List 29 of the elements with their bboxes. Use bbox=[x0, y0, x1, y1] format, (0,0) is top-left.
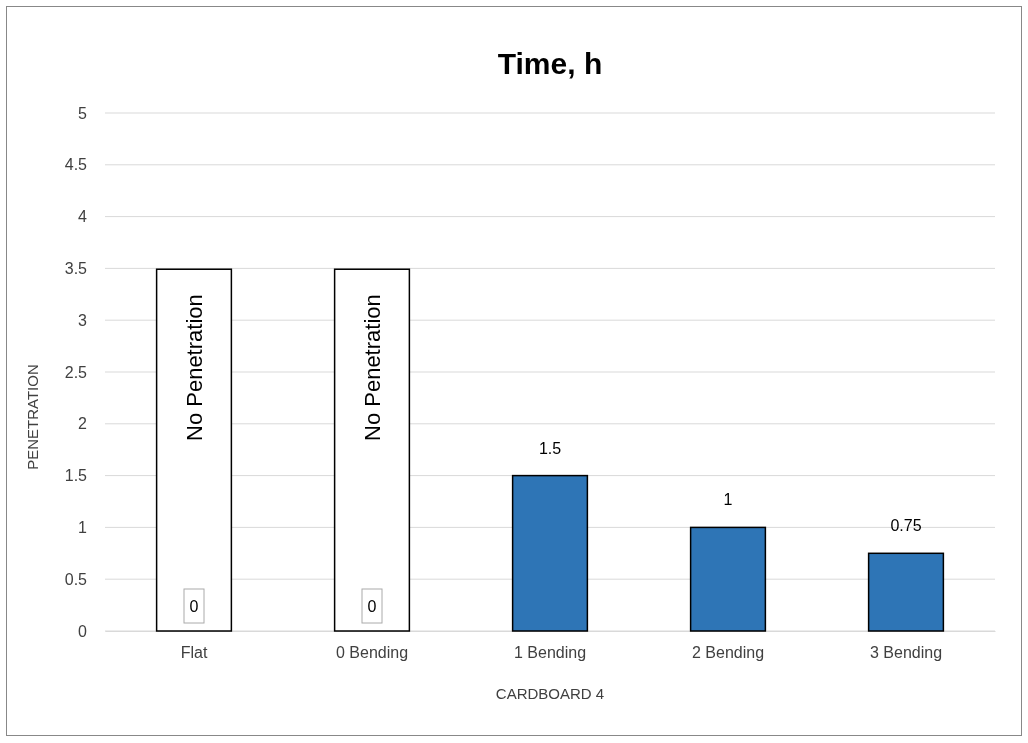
y-tick-label: 4 bbox=[78, 208, 88, 226]
bar bbox=[511, 474, 589, 632]
x-tick-label: Flat bbox=[180, 644, 208, 662]
x-tick-label: 1 Bending bbox=[513, 644, 587, 662]
data-label: 0.75 bbox=[890, 517, 922, 535]
x-tick-label: 0 Bending bbox=[335, 644, 409, 662]
y-tick-label: 5 bbox=[78, 104, 88, 122]
data-label: 1 bbox=[723, 491, 733, 509]
y-tick-label: 3 bbox=[78, 311, 88, 329]
data-label: 0 bbox=[367, 598, 377, 615]
y-tick-label: 0 bbox=[78, 622, 88, 640]
data-label: 1.5 bbox=[538, 439, 562, 457]
x-tick-label: 2 Bending bbox=[691, 644, 765, 662]
y-tick-label: 3.5 bbox=[64, 260, 88, 278]
annotation: No Penetration bbox=[181, 294, 207, 441]
chart-title: Time, h bbox=[497, 47, 603, 80]
x-axis-title: CARDBOARD 4 bbox=[495, 685, 605, 702]
data-label: 0 bbox=[189, 598, 199, 615]
annotation: No Penetration bbox=[359, 294, 385, 441]
y-tick-label: 1 bbox=[78, 519, 88, 537]
y-tick-label: 4.5 bbox=[64, 156, 88, 174]
bar bbox=[867, 552, 945, 632]
y-axis-title: PENETRATION bbox=[24, 364, 41, 470]
y-tick-label: 2 bbox=[78, 415, 88, 433]
x-tick-label: 3 Bending bbox=[869, 644, 943, 662]
y-tick-label: 0.5 bbox=[64, 570, 88, 588]
y-tick-label: 1.5 bbox=[64, 467, 88, 485]
y-tick-label: 2.5 bbox=[64, 363, 88, 381]
bar bbox=[689, 526, 767, 632]
